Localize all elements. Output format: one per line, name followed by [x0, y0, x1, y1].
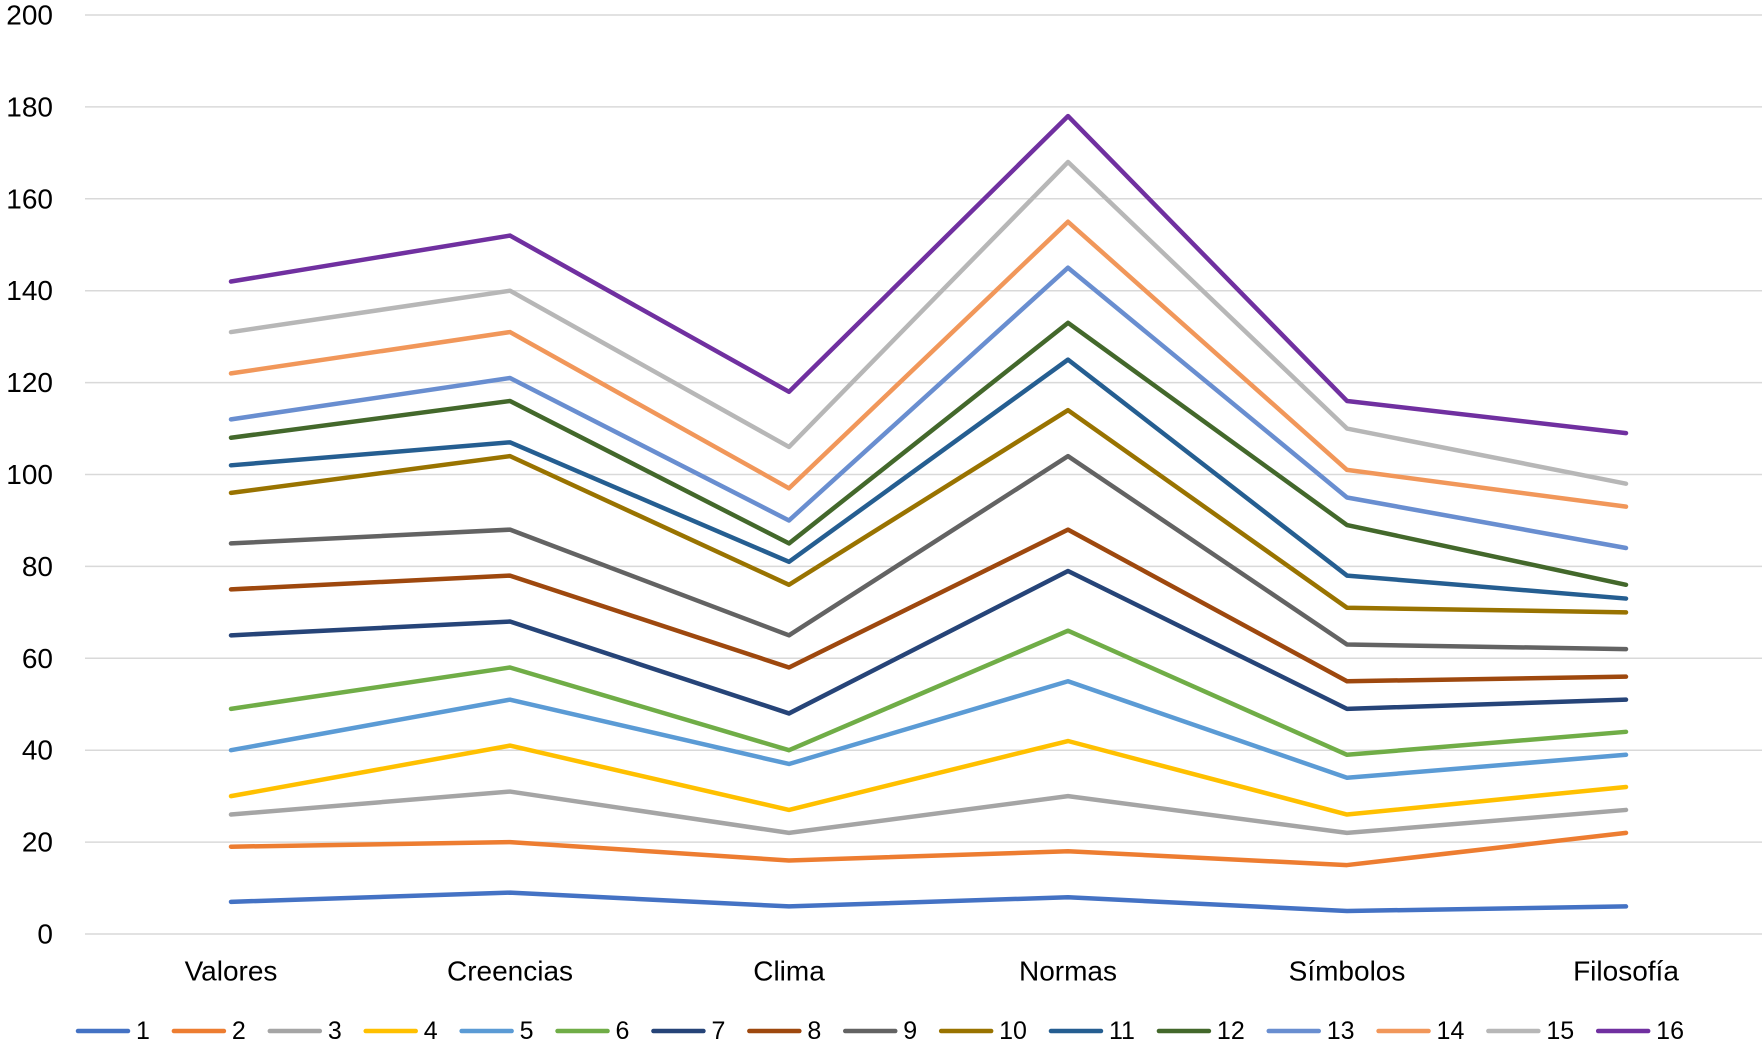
y-tick-label: 80	[22, 551, 53, 582]
legend-item-10: 10	[938, 1017, 1027, 1045]
x-tick-label: Clima	[753, 956, 825, 987]
legend-label: 15	[1546, 1017, 1574, 1045]
legend-item-6: 6	[555, 1017, 630, 1045]
legend-label: 5	[520, 1017, 534, 1045]
series-line-5	[228, 679, 1629, 781]
legend-item-16: 16	[1595, 1017, 1684, 1045]
x-tick-label: Normas	[1019, 956, 1117, 987]
series-line-9	[228, 453, 1629, 652]
legend-label: 12	[1217, 1017, 1245, 1045]
legend-label: 8	[807, 1017, 821, 1045]
series-line-6	[228, 628, 1629, 758]
y-tick-label: 140	[6, 275, 53, 306]
x-tick-label: Símbolos	[1289, 956, 1406, 987]
legend: 1 2 3 4 5 6 7 8 9 10 11 12 13 14 15 16	[75, 1017, 1684, 1045]
x-axis-tick-labels: Valores Creencias Clima Normas Símbolos Filos…	[185, 956, 1680, 987]
legend-label: 11	[1109, 1017, 1135, 1045]
series-lines	[228, 113, 1629, 914]
y-axis-tick-labels: 0 20 40 60 80 100 120 140 160 180 200	[6, 0, 53, 950]
legend-label: 2	[232, 1017, 246, 1045]
series-line-1	[228, 890, 1629, 914]
legend-item-9: 9	[843, 1017, 917, 1045]
y-tick-label: 160	[6, 183, 53, 214]
legend-item-14: 14	[1376, 1017, 1465, 1045]
series-line-16	[228, 113, 1629, 436]
legend-item-7: 7	[651, 1017, 725, 1045]
y-tick-label: 120	[6, 367, 53, 398]
legend-label: 1	[136, 1017, 150, 1045]
legend-item-3: 3	[267, 1017, 342, 1045]
series-line-7	[228, 568, 1629, 716]
series-line-11	[228, 357, 1629, 601]
legend-item-5: 5	[459, 1017, 534, 1045]
legend-item-8: 8	[747, 1017, 821, 1045]
legend-label: 10	[999, 1017, 1027, 1045]
x-tick-label: Creencias	[447, 956, 573, 987]
series-line-15	[228, 159, 1629, 486]
legend-item-11: 11	[1048, 1017, 1135, 1045]
legend-label: 6	[616, 1017, 630, 1045]
series-line-2	[228, 830, 1629, 868]
legend-item-2: 2	[171, 1017, 246, 1045]
y-tick-label: 100	[6, 459, 53, 490]
y-tick-label: 200	[6, 0, 53, 31]
legend-item-4: 4	[363, 1017, 438, 1045]
series-line-12	[228, 320, 1629, 588]
x-tick-label: Valores	[185, 956, 278, 987]
series-line-14	[228, 219, 1629, 509]
legend-item-12: 12	[1156, 1017, 1245, 1045]
legend-label: 9	[903, 1017, 917, 1045]
legend-label: 3	[328, 1017, 342, 1045]
y-tick-label: 20	[22, 827, 53, 858]
series-line-4	[228, 738, 1629, 817]
legend-item-13: 13	[1266, 1017, 1355, 1045]
y-tick-label: 180	[6, 91, 53, 122]
legend-item-1: 1	[75, 1017, 150, 1045]
legend-label: 7	[711, 1017, 725, 1045]
y-tick-label: 0	[37, 919, 53, 950]
y-tick-label: 40	[22, 735, 53, 766]
series-line-3	[228, 789, 1629, 836]
series-line-13	[228, 265, 1629, 551]
legend-label: 13	[1327, 1017, 1355, 1045]
legend-label: 4	[424, 1017, 438, 1045]
series-line-8	[228, 527, 1629, 684]
legend-label: 16	[1656, 1017, 1684, 1045]
x-tick-label: Filosofía	[1573, 956, 1679, 987]
legend-label: 14	[1437, 1017, 1465, 1045]
legend-item-15: 15	[1486, 1017, 1574, 1045]
y-tick-label: 60	[22, 643, 53, 674]
series-line-10	[228, 407, 1629, 615]
